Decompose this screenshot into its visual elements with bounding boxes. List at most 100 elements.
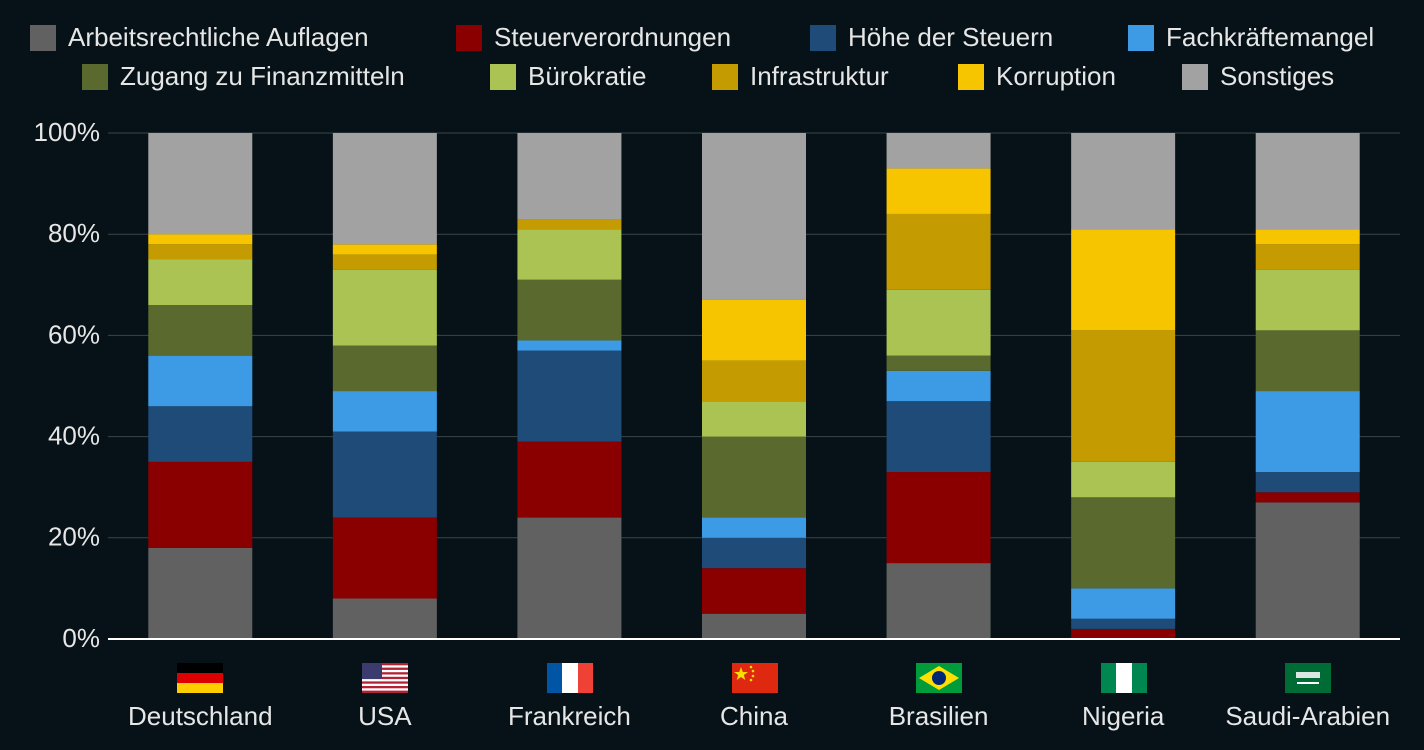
bar-segment: [148, 461, 253, 548]
x-tick-label: China: [720, 701, 788, 731]
flags: [177, 663, 1331, 693]
legend-label: Korruption: [996, 61, 1116, 91]
bar-segment: [517, 219, 622, 230]
legend-label: Bürokratie: [528, 61, 647, 91]
bar-segment: [148, 355, 253, 407]
bar-segment: [332, 431, 437, 518]
bar-segment: [702, 299, 806, 361]
bar-segment: [1255, 269, 1360, 331]
flag-nigeria: [1101, 663, 1147, 693]
bar-segment: [1071, 330, 1176, 462]
x-tick-label: Brasilien: [889, 701, 989, 731]
bar-segment: [886, 401, 991, 473]
legend-label: Höhe der Steuern: [848, 22, 1053, 52]
legend-swatch: [456, 25, 482, 51]
bar-segment: [702, 537, 806, 569]
y-tick-label: 100%: [34, 117, 101, 147]
bar-segment: [1071, 229, 1176, 331]
flag-france: [547, 663, 593, 693]
legend-swatch: [958, 64, 984, 90]
y-tick-label: 80%: [48, 218, 100, 248]
y-tick-label: 0%: [62, 623, 100, 653]
bar-segment: [517, 441, 622, 518]
legend-label: Fachkräftemangel: [1166, 22, 1374, 52]
bar-segment: [886, 370, 991, 402]
legend-swatch: [810, 25, 836, 51]
bar-segment: [886, 563, 991, 639]
legend-label: Zugang zu Finanzmitteln: [120, 61, 405, 91]
x-tick-label: Frankreich: [508, 701, 631, 731]
bar-segment: [148, 234, 253, 245]
bar-segment: [1255, 229, 1360, 245]
bar-segment: [702, 517, 806, 538]
bar-segment: [148, 133, 253, 235]
flag-brazil: [916, 663, 962, 693]
legend-swatch: [490, 64, 516, 90]
bar-segment: [1255, 492, 1360, 503]
bar-segment: [517, 229, 622, 280]
bar-segment: [702, 133, 806, 300]
bar-segment: [886, 472, 991, 564]
bar-segment: [517, 133, 622, 220]
bar-segment: [886, 213, 991, 290]
bar-segment: [1071, 628, 1176, 639]
bar-segment: [1255, 133, 1360, 230]
bar-segment: [1071, 461, 1176, 498]
bar-segment: [1255, 330, 1360, 392]
legend-label: Arbeitsrechtliche Auflagen: [68, 22, 369, 52]
legend-swatch: [1128, 25, 1154, 51]
bar-segment: [702, 568, 806, 614]
y-tick-label: 20%: [48, 522, 100, 552]
legend-swatch: [1182, 64, 1208, 90]
bar-segment: [886, 289, 991, 356]
bar-segment: [148, 244, 253, 260]
bar-segment: [1255, 472, 1360, 493]
bar-segment: [1255, 391, 1360, 473]
bar-segment: [1255, 244, 1360, 270]
bar-segment: [332, 391, 437, 432]
bar-segment: [148, 259, 253, 306]
bar-segment: [332, 517, 437, 599]
bar-segment: [517, 279, 622, 341]
bar-segment: [702, 436, 806, 518]
flag-saudi-arabia: [1285, 663, 1331, 693]
legend-swatch: [30, 25, 56, 51]
bar-segment: [702, 360, 806, 402]
bar-segment: [332, 269, 437, 346]
legend-swatch: [82, 64, 108, 90]
legend-label: Sonstiges: [1220, 61, 1334, 91]
x-tick-label: Saudi-Arabien: [1225, 701, 1390, 731]
legend-label: Infrastruktur: [750, 61, 889, 91]
bar-segment: [1071, 133, 1176, 230]
bar-segment: [1255, 502, 1360, 639]
bar-segment: [886, 133, 991, 169]
bar-segment: [1071, 497, 1176, 589]
x-tick-label: USA: [358, 701, 412, 731]
bar-segment: [517, 340, 622, 351]
bar-segment: [517, 350, 622, 442]
legend-label: Steuerverordnungen: [494, 22, 731, 52]
flag-china: [732, 663, 778, 693]
x-tick-label: Nigeria: [1082, 701, 1165, 731]
bar-segment: [332, 244, 437, 255]
bar-segment: [702, 613, 806, 639]
bar-segment: [702, 401, 806, 437]
flag-germany: [177, 663, 223, 693]
y-tick-label: 40%: [48, 420, 100, 450]
bar-segment: [148, 406, 253, 462]
bar-segment: [1071, 588, 1176, 619]
bar-segment: [332, 345, 437, 392]
bar-segment: [332, 598, 437, 639]
y-tick-label: 60%: [48, 319, 100, 349]
bar-segment: [332, 254, 437, 270]
bar-segment: [886, 168, 991, 214]
bar-segment: [148, 547, 253, 639]
bar-segment: [886, 355, 991, 371]
flag-usa: [362, 663, 408, 693]
bar-segment: [332, 133, 437, 245]
x-tick-label: Deutschland: [128, 701, 273, 731]
legend-swatch: [712, 64, 738, 90]
bar-segment: [517, 517, 622, 639]
